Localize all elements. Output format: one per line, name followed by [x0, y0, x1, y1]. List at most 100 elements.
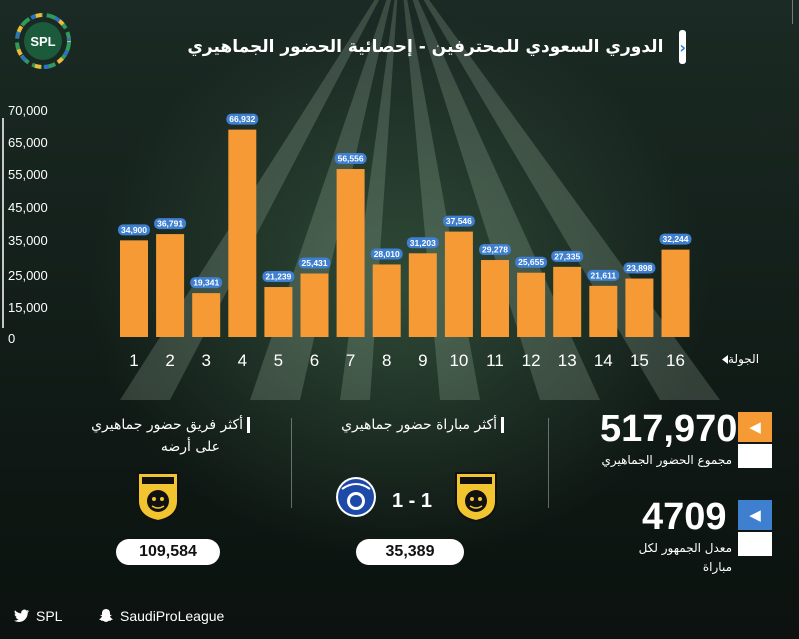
value-label-pill [551, 250, 584, 262]
x-tick-label: 13 [558, 351, 577, 370]
snapchat-handle[interactable]: SaudiProLeague [98, 608, 224, 624]
spl-logo: SPL [15, 13, 71, 69]
round-label-text: الجولة [728, 352, 760, 366]
y-tick-label: 45,000 [8, 200, 48, 215]
bar [481, 260, 509, 337]
bar [372, 264, 401, 337]
orange-arrow-icon: ◀ [738, 412, 772, 442]
divider [548, 418, 549, 508]
bar [300, 273, 329, 337]
y-tick-label: 55,000 [8, 167, 48, 182]
value-label: 21,239 [265, 272, 291, 282]
bar [661, 249, 690, 337]
x-tick-label: 6 [310, 351, 319, 370]
bar [156, 234, 185, 337]
triangle-icon [722, 355, 728, 364]
attendance-bar-chart: 0 15,000 25,000 35,000 45,000 55,000 65,000 70,… [2, 103, 692, 370]
value-label: 32,244 [663, 234, 689, 244]
value-label: 29,278 [482, 245, 508, 255]
title-marker [501, 417, 504, 433]
chevron-icon[interactable]: › [679, 30, 686, 64]
alhilal-badge-icon [336, 477, 376, 517]
value-label-pill [262, 271, 295, 283]
value-label-pill [659, 233, 692, 245]
spl-logo-text: SPL [30, 34, 55, 49]
blue-arrow-icon: ◀ [738, 500, 772, 530]
y-tick-label: 35,000 [8, 233, 48, 248]
bar [517, 272, 546, 337]
total-attendance-value: 517,970 [600, 408, 738, 450]
value-label-pill [334, 153, 367, 165]
value-label: 25,431 [302, 258, 328, 268]
value-label: 66,932 [229, 114, 255, 124]
x-tick-label: 8 [382, 351, 391, 370]
value-label-pill [623, 262, 656, 274]
x-axis-ticks: 1 2 3 4 5 6 7 8 9 10 11 12 13 14 15 16 [129, 351, 685, 370]
footer: SPL SaudiProLeague [0, 604, 799, 632]
y-tick-label: 15,000 [8, 300, 48, 315]
y-tick-label: 0 [8, 331, 15, 346]
x-tick-label: 16 [666, 351, 685, 370]
bar [336, 169, 365, 337]
bar [264, 287, 293, 337]
value-label: 36,791 [157, 219, 183, 229]
ittihad-badge-icon [455, 472, 497, 523]
top-match-title-text: أكثر مباراة حضور جماهيري [341, 417, 497, 433]
bar [228, 129, 257, 337]
bar [444, 231, 473, 337]
y-tick-label: 70,000 [8, 103, 48, 118]
stat-swatch [738, 532, 772, 556]
twitter-label: SPL [36, 608, 63, 624]
bar [192, 293, 221, 337]
value-label: 31,203 [410, 238, 436, 248]
value-label-pill [226, 113, 259, 125]
top-team-attendance: 109,584 [116, 539, 220, 565]
top-match-attendance: 35,389 [356, 539, 464, 565]
x-tick-label: 15 [630, 351, 649, 370]
x-tick-label: 4 [238, 351, 247, 370]
value-label: 28,010 [374, 249, 400, 259]
x-tick-label: 12 [522, 351, 541, 370]
top-team-title: أكثر فريق حضور جماهيري على أرضه [60, 414, 250, 458]
title-bar: الدوري السعودي للمحترفين - إحصائية الحضو… [187, 30, 686, 64]
value-label-pill [479, 244, 511, 256]
x-tick-label: 1 [129, 351, 138, 370]
y-axis-ticks: 0 15,000 25,000 35,000 45,000 55,000 65,000 70,… [8, 103, 48, 346]
top-team-title-line1: أكثر فريق حضور جماهيري [91, 417, 243, 433]
average-attendance-value: 4709 [642, 496, 727, 538]
value-label-pill [370, 248, 403, 260]
value-label: 34,900 [121, 225, 147, 235]
total-attendance-caption: مجموع الحضور الجماهيري [601, 453, 732, 467]
x-tick-label: 14 [594, 351, 613, 370]
x-tick-label: 9 [418, 351, 427, 370]
divider [291, 418, 292, 508]
value-label: 21,611 [591, 270, 617, 280]
x-tick-label: 10 [449, 351, 468, 370]
y-tick-label: 25,000 [8, 268, 48, 283]
top-team-title-line2: على أرضه [160, 439, 220, 455]
corner-frame [784, 0, 793, 24]
value-label: 37,546 [446, 216, 472, 226]
x-tick-label: 7 [346, 351, 355, 370]
match-score: 1 - 1 [392, 490, 433, 512]
value-label-pill [406, 237, 439, 249]
value-label-pill [190, 277, 223, 289]
value-label: 56,556 [338, 154, 364, 164]
twitter-handle[interactable]: SPL [14, 608, 62, 624]
bar [589, 285, 618, 337]
value-label-pill [154, 218, 187, 230]
value-label-pill [515, 256, 548, 268]
page-title: الدوري السعودي للمحترفين - إحصائية الحضو… [187, 37, 664, 57]
snapchat-label: SaudiProLeague [120, 608, 225, 624]
ittihad-badge-icon [137, 472, 179, 523]
x-tick-label: 5 [274, 351, 283, 370]
twitter-icon [14, 609, 30, 623]
top-match-title: أكثر مباراة حضور جماهيري [310, 414, 504, 436]
value-label-pill [442, 215, 475, 227]
snapchat-icon [99, 609, 113, 622]
value-label-pill [118, 224, 150, 236]
average-caption-line2: مباراة [702, 560, 732, 574]
bar [408, 253, 437, 337]
x-tick-label: 3 [201, 351, 210, 370]
value-label: 27,335 [554, 251, 580, 261]
